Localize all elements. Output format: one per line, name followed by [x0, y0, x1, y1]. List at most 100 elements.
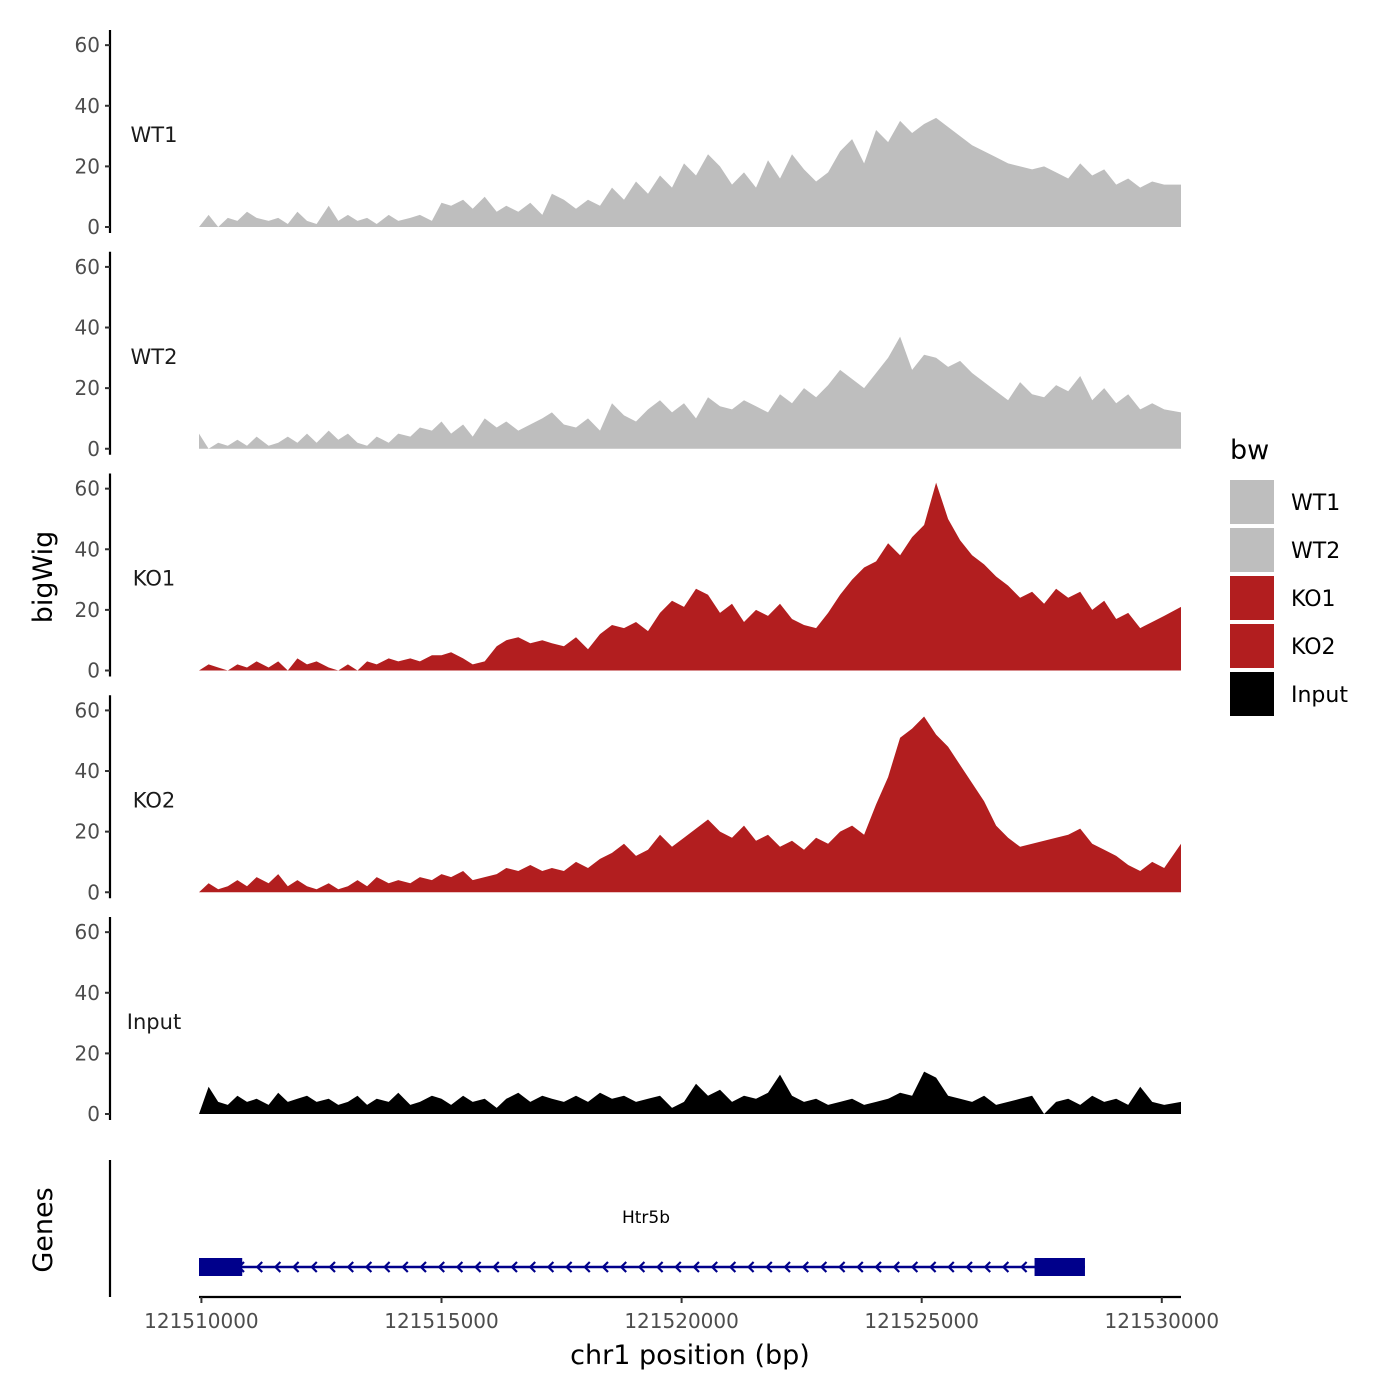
strand-arrow: [528, 1261, 536, 1273]
legend-item-wt1: WT1: [1230, 480, 1340, 524]
legend-label: WT1: [1291, 491, 1340, 516]
strand-arrow: [801, 1261, 809, 1273]
strand-arrow: [947, 1261, 955, 1273]
legend-swatch: [1230, 576, 1274, 620]
strand-arrow: [455, 1261, 464, 1273]
area-wt1: [199, 117, 1181, 227]
gene-label: Htr5b: [622, 1208, 670, 1228]
y-tick-label: 0: [87, 437, 100, 461]
y-tick-label: 0: [87, 659, 100, 683]
strand-arrow: [1001, 1261, 1010, 1273]
tracks-layer: 0 20 40 60 WT1 0 20 40 60 WT2 0 20 40 60 KO1 0 20 40 60 KO2…: [75, 30, 1181, 1126]
x-tick-label: 121510000: [144, 1309, 259, 1333]
strand-arrow: [674, 1261, 682, 1273]
strand-arrow: [929, 1261, 937, 1273]
strand-arrow: [819, 1261, 828, 1273]
y-tick-label: 20: [75, 598, 100, 622]
strand-arrow: [310, 1261, 318, 1273]
strand-arrow: [601, 1261, 609, 1273]
x-tick-label: 121530000: [1105, 1309, 1220, 1333]
y-tick-label: 0: [87, 215, 100, 239]
strand-arrow: [364, 1261, 373, 1273]
x-axis-title: chr1 position (bp): [570, 1340, 810, 1371]
y-tick-label: 40: [75, 537, 100, 561]
track-ko1: 0 20 40 60 KO1: [75, 473, 1181, 683]
legend-label: KO1: [1291, 587, 1336, 612]
y-tick-label: 60: [75, 255, 100, 279]
strand-arrow: [710, 1261, 718, 1273]
strand-arrow: [637, 1261, 646, 1273]
y-tick-label: 20: [75, 820, 100, 844]
y-tick-label: 0: [87, 1102, 100, 1126]
legend-swatch: [1230, 624, 1274, 668]
strand-arrow: [692, 1261, 700, 1273]
x-tick-label: 121515000: [384, 1309, 499, 1333]
strand-arrow: [656, 1261, 664, 1273]
track-label-ko1: KO1: [133, 567, 176, 591]
legend-item-ko2: KO2: [1230, 624, 1336, 668]
track-wt1: 0 20 40 60 WT1: [75, 30, 1181, 239]
strand-arrow: [383, 1261, 391, 1273]
track-label-input: Input: [127, 1010, 181, 1034]
gene-exon: [199, 1258, 243, 1276]
strand-arrow: [983, 1261, 991, 1273]
strand-arrow: [874, 1261, 882, 1273]
strand-arrow: [346, 1261, 354, 1273]
strand-arrow: [510, 1261, 518, 1273]
strand-arrow: [474, 1261, 482, 1273]
area-ko1: [199, 482, 1181, 671]
track-label-wt1: WT1: [131, 123, 178, 147]
y-tick-label: 60: [75, 33, 100, 57]
strand-arrow: [619, 1261, 627, 1273]
y-tick-label: 20: [75, 154, 100, 178]
legend-item-input: Input: [1230, 672, 1348, 716]
strand-arrow: [273, 1261, 282, 1273]
area-input: [199, 1071, 1181, 1114]
strand-arrow: [292, 1261, 300, 1273]
y-tick-label: 0: [87, 880, 100, 904]
gene-track: Htr5b: [108, 1160, 1085, 1297]
y-tick-label: 40: [75, 316, 100, 340]
y-axis-title: bigWig: [28, 531, 59, 624]
legend: bw WT1 WT2 KO1 KO2 Input: [1230, 435, 1348, 716]
gene-strand-arrows: [237, 1261, 1064, 1273]
legend-swatch: [1230, 528, 1274, 572]
strand-arrow: [783, 1261, 791, 1273]
y-tick-label: 40: [75, 981, 100, 1005]
y-tick-label: 40: [75, 94, 100, 118]
area-ko2: [199, 716, 1181, 893]
track-ko2: 0 20 40 60 KO2: [75, 695, 1181, 904]
x-tick-label: 121525000: [864, 1309, 979, 1333]
strand-arrow: [1020, 1261, 1028, 1273]
y-tick-label: 60: [75, 698, 100, 722]
track-label-wt2: WT2: [131, 345, 178, 369]
legend-item-wt2: WT2: [1230, 528, 1340, 572]
y-tick-label: 20: [75, 1041, 100, 1065]
x-tick-label: 121520000: [624, 1309, 739, 1333]
strand-arrow: [838, 1261, 846, 1273]
legend-label: WT2: [1291, 539, 1340, 564]
strand-arrow: [492, 1261, 500, 1273]
legend-title: bw: [1230, 435, 1269, 466]
area-wt2: [199, 336, 1181, 449]
strand-arrow: [419, 1261, 427, 1273]
gene-exon: [1034, 1258, 1085, 1276]
strand-arrow: [255, 1261, 263, 1273]
strand-arrow: [328, 1261, 336, 1273]
legend-swatch: [1230, 672, 1274, 716]
strand-arrow: [856, 1261, 864, 1273]
legend-swatch: [1230, 480, 1274, 524]
legend-label: KO2: [1291, 635, 1336, 660]
track-wt2: 0 20 40 60 WT2: [75, 251, 1181, 461]
y-tick-label: 40: [75, 759, 100, 783]
strand-arrow: [546, 1261, 555, 1273]
strand-arrow: [728, 1261, 737, 1273]
strand-arrow: [401, 1261, 409, 1273]
legend-label: Input: [1291, 683, 1348, 708]
strand-arrow: [437, 1261, 445, 1273]
legend-item-ko1: KO1: [1230, 576, 1336, 620]
strand-arrow: [892, 1261, 900, 1273]
y-tick-label: 20: [75, 376, 100, 400]
genes-axis-title: Genes: [28, 1187, 59, 1272]
